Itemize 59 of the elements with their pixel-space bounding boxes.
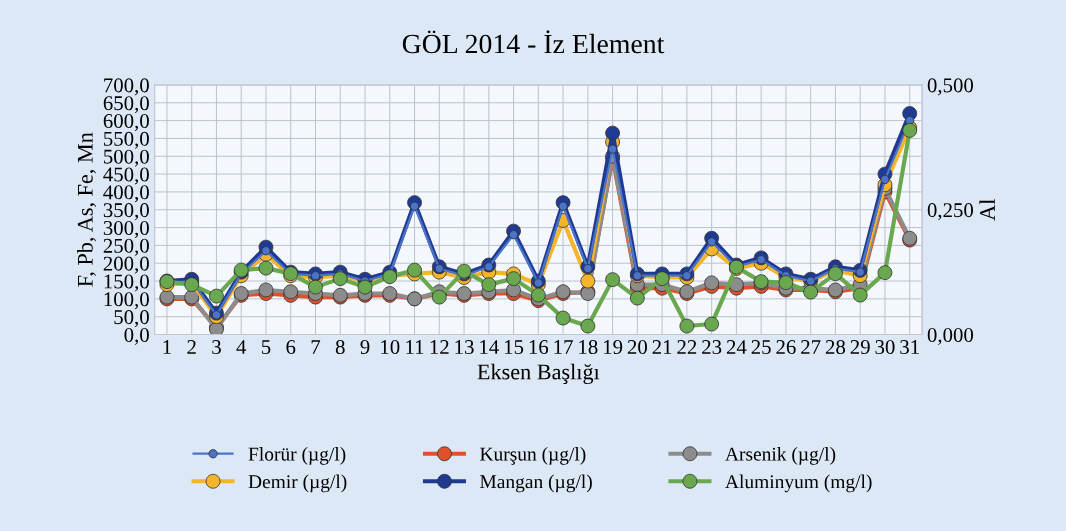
x-tick-label: 7 bbox=[311, 340, 321, 354]
y-tick-label: 450,0 bbox=[103, 167, 149, 185]
x-tick-label: 6 bbox=[286, 340, 296, 355]
chart-title: GÖL 2014 - İz Element bbox=[402, 30, 665, 54]
x-tick-label: 8 bbox=[335, 339, 345, 355]
x-tick-label: 26 bbox=[776, 340, 796, 355]
y2-tick-label: 0,000 bbox=[927, 327, 974, 345]
x-tick-label: 3 bbox=[212, 340, 221, 355]
x-tick-label: 11 bbox=[406, 340, 424, 354]
y-tick-label: 550,0 bbox=[104, 131, 149, 149]
y-tick-label: 400,0 bbox=[103, 185, 149, 203]
y-tick-label: 50,0 bbox=[114, 310, 149, 328]
y-axis-title: F, Pb, As, Fe, Mn bbox=[77, 132, 96, 287]
x-tick-label: 30 bbox=[875, 339, 895, 355]
x-tick-label: 17 bbox=[554, 340, 573, 354]
legend-label: Aluminyum (mg/l) bbox=[725, 474, 872, 493]
x-tick-label: 12 bbox=[430, 340, 449, 354]
x-tick-label: 4 bbox=[236, 340, 247, 354]
x-tick-label: 15 bbox=[504, 340, 524, 355]
x-tick-label: 1 bbox=[163, 340, 171, 354]
x-tick-label: 21 bbox=[652, 340, 672, 354]
x-tick-label: 5 bbox=[261, 340, 271, 355]
x-tick-label: 19 bbox=[604, 340, 623, 355]
y-tick-label: 600,0 bbox=[103, 113, 149, 132]
x-tick-label: 28 bbox=[825, 339, 846, 355]
x-tick-label: 29 bbox=[850, 340, 870, 355]
y-tick-label: 150,0 bbox=[104, 274, 149, 292]
x-axis-title: Eksen Başlığı bbox=[477, 363, 600, 385]
x-tick-label: 25 bbox=[751, 340, 771, 355]
y-tick-label: 100,0 bbox=[104, 292, 149, 310]
legend-label: Mangan (µg/l) bbox=[480, 474, 592, 493]
x-tick-label: 9 bbox=[360, 340, 370, 355]
x-tick-label: 31 bbox=[900, 340, 919, 355]
y-tick-label: 700,0 bbox=[104, 78, 149, 96]
legend-label: Demir (µg/l) bbox=[248, 474, 347, 493]
x-tick-label: 10 bbox=[381, 339, 400, 355]
x-tick-label: 13 bbox=[455, 340, 474, 355]
x-tick-label: 27 bbox=[801, 340, 821, 354]
y-tick-label: 300,0 bbox=[103, 220, 149, 238]
x-tick-label: 23 bbox=[702, 340, 722, 355]
y-tick-label: 650,0 bbox=[103, 96, 149, 114]
y-tick-label: 250,0 bbox=[103, 238, 149, 256]
y-tick-label: 0,0 bbox=[124, 327, 149, 345]
y2-axis-title: Al bbox=[979, 199, 995, 221]
x-tick-label: 24 bbox=[726, 340, 747, 354]
y-tick-label: 500,0 bbox=[104, 149, 149, 167]
x-tick-label: 14 bbox=[480, 340, 499, 354]
legend-label: Kurşun (µg/l) bbox=[480, 447, 586, 465]
x-tick-label: 22 bbox=[677, 340, 697, 354]
x-tick-label: 2 bbox=[187, 340, 196, 354]
x-tick-label: 20 bbox=[627, 339, 647, 355]
x-tick-label: 16 bbox=[529, 340, 549, 355]
y-tick-label: 200,0 bbox=[103, 256, 149, 274]
y2-tick-label: 0,500 bbox=[927, 78, 974, 96]
x-tick-label: 18 bbox=[579, 339, 598, 355]
legend-label: Florür (µg/l) bbox=[248, 447, 346, 465]
y-tick-label: 350,0 bbox=[103, 203, 149, 221]
legend-label: Arsenik (µg/l) bbox=[725, 447, 836, 465]
y2-tick-label: 0,250 bbox=[927, 203, 974, 221]
